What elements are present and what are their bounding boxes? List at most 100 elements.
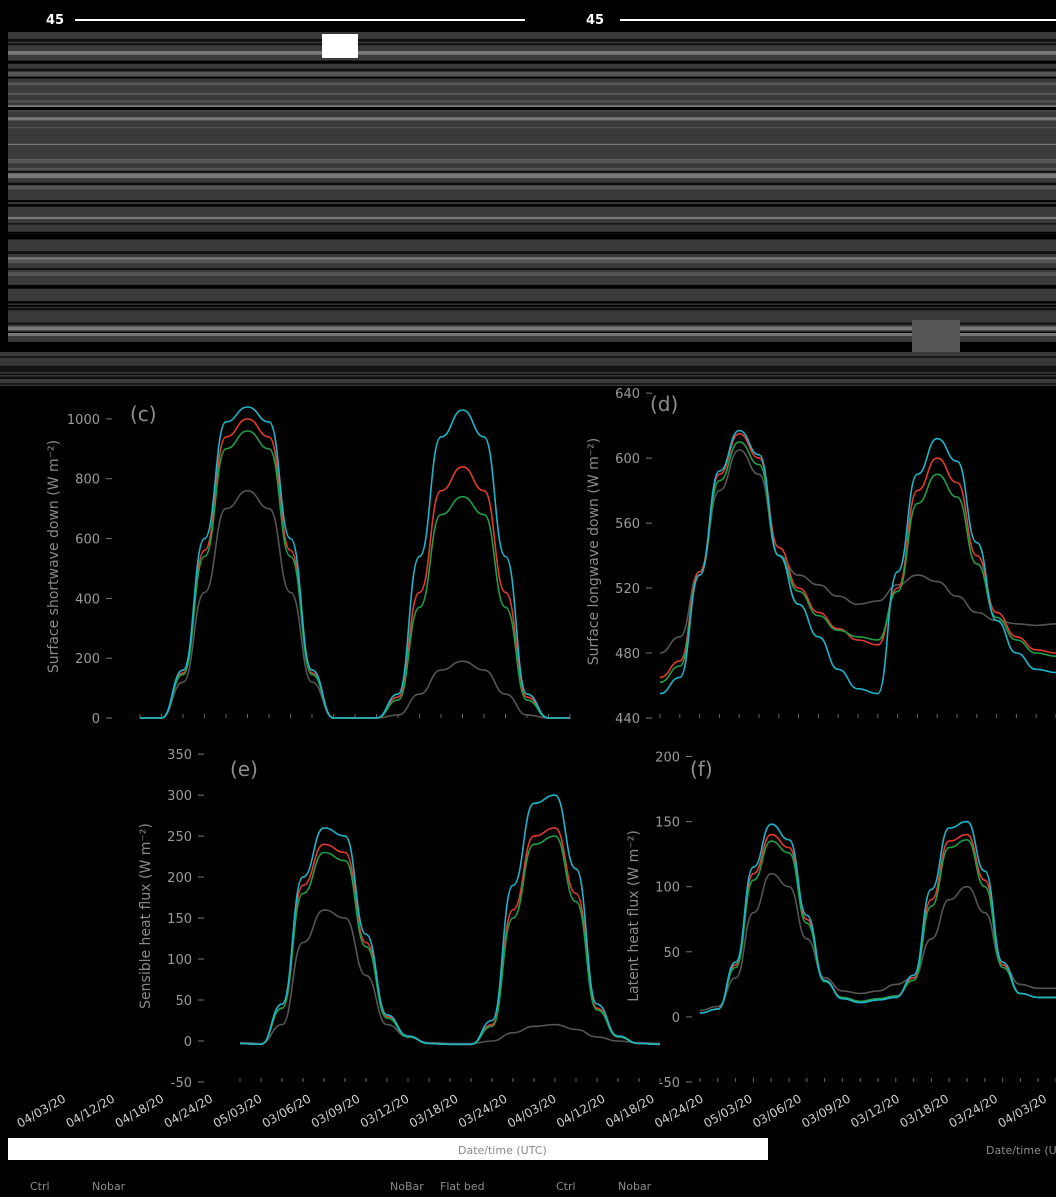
date-tick-label: 03/24/20	[946, 1092, 1000, 1131]
panel-label: (e)	[230, 757, 258, 781]
stripe	[8, 185, 1056, 190]
stripe	[8, 234, 1056, 238]
y-tick-label: 200	[167, 871, 192, 886]
stripe	[0, 369, 1056, 371]
stripe	[8, 51, 1056, 55]
y-tick-label: 100	[167, 953, 192, 968]
top-right-number: 45	[586, 13, 604, 28]
date-tick-label: 04/18/20	[603, 1092, 657, 1131]
date-tick-label: 03/06/20	[260, 1092, 314, 1131]
legend-ctrl-right: Ctrl	[556, 1180, 576, 1193]
y-tick-label: 400	[75, 592, 100, 607]
stripe	[8, 331, 1056, 334]
stripe	[0, 365, 1056, 368]
y-tick-label: 150	[167, 912, 192, 927]
stripe	[8, 100, 1056, 103]
top-band-stripes	[8, 38, 1056, 336]
y-tick-label: 300	[167, 789, 192, 804]
stripe	[8, 267, 1056, 270]
date-tick-label: 04/24/20	[162, 1092, 216, 1131]
y-tick-label: 0	[184, 1035, 192, 1050]
stripe	[8, 72, 1056, 76]
date-tick-label: 03/24/20	[456, 1092, 510, 1131]
date-tick-label: 04/03/20	[15, 1092, 69, 1131]
stripe	[8, 109, 1056, 112]
y-tick-label: 200	[655, 751, 680, 766]
date-tick-label: 03/06/20	[750, 1092, 804, 1131]
stripe	[0, 383, 1056, 385]
date-tick-label: 04/03/20	[505, 1092, 559, 1131]
stripe	[8, 184, 1056, 186]
stripe	[8, 216, 1056, 220]
stripe	[8, 272, 1056, 276]
x-axis-label-left: Date/time (UTC)	[458, 1144, 547, 1157]
series-line	[699, 820, 1056, 1014]
date-tick-label: 03/09/20	[309, 1092, 363, 1131]
y-tick-label: 0	[672, 1011, 680, 1026]
stripe	[8, 127, 1056, 129]
stripe	[8, 260, 1056, 264]
panel-label: (f)	[690, 757, 713, 781]
legend-nobar-left: Nobar	[92, 1180, 126, 1193]
stripe	[8, 285, 1056, 289]
stripe	[8, 233, 1056, 235]
bottom-strip: Date/time (UTC) Date/time (UTC) Ctrl Nob…	[8, 1138, 1056, 1193]
series-line	[140, 406, 570, 719]
stripe	[8, 182, 1056, 184]
panel-e: -50 0 50 100 150 200 250 300 350 (e) Sensible heat…	[138, 748, 661, 1091]
stripe	[0, 373, 1056, 376]
series-line	[659, 432, 1056, 679]
date-tick-label: 03/09/20	[799, 1092, 853, 1131]
stripe	[8, 304, 1056, 307]
y-tick-label: 200	[75, 652, 100, 667]
y-axis-label: Surface longwave down (W m⁻²)	[586, 438, 602, 665]
top-band: 45 45	[0, 0, 1056, 352]
stripe	[8, 92, 1056, 95]
date-tick-label: 05/03/20	[701, 1092, 755, 1131]
panel-d: 440 480 520 560 600 640 (d) Surface longwave do…	[586, 387, 1056, 727]
legend-ctrl-left: Ctrl	[30, 1180, 50, 1193]
top-left-number: 45	[46, 13, 64, 28]
gray-block	[912, 320, 960, 352]
mid-band-stripes	[0, 356, 1056, 385]
stripe	[8, 105, 1056, 107]
date-tick-label: 05/03/20	[211, 1092, 265, 1131]
legend-nobar-right: Nobar	[618, 1180, 652, 1193]
y-tick-label: 100	[655, 881, 680, 896]
y-tick-label: 480	[615, 647, 640, 662]
date-tick-label: 04/12/20	[64, 1092, 118, 1131]
stripe	[0, 367, 1056, 369]
y-tick-label: 150	[655, 816, 680, 831]
series-line	[659, 449, 1056, 654]
stripe	[8, 257, 1056, 260]
stripe	[8, 307, 1056, 311]
stripe	[8, 38, 1056, 42]
y-tick-label: 250	[167, 830, 192, 845]
stripe	[8, 231, 1056, 234]
y-tick-label: 520	[615, 582, 640, 597]
white-block	[322, 34, 358, 58]
series-line	[140, 489, 570, 719]
y-tick-label: 440	[615, 712, 640, 727]
date-tick-label: 03/18/20	[897, 1092, 951, 1131]
bottom-strip-bar	[8, 1138, 768, 1160]
stripe	[8, 117, 1056, 121]
stripe	[0, 356, 1056, 358]
x-axis-label-right: Date/time (UTC)	[986, 1144, 1056, 1157]
stripe	[8, 107, 1056, 111]
stripe	[8, 43, 1056, 46]
panel-f: -50 0 50 100 150 200 (f) Latent heat flux (W m⁻…	[626, 751, 1056, 1091]
y-tick-label: 600	[615, 452, 640, 467]
date-tick-label: 03/18/20	[407, 1092, 461, 1131]
stripe	[0, 376, 1056, 378]
y-tick-label: -50	[659, 1076, 680, 1091]
y-axis-label: Surface shortwave down (W m⁻²)	[46, 440, 62, 673]
legend-flatbed: Flat bed	[440, 1180, 485, 1193]
panel-c: 0 200 400 600 800 1000 (c) Surface shortwave do…	[46, 402, 571, 727]
date-tick-label: 04/18/20	[113, 1092, 167, 1131]
stripe	[0, 377, 1056, 379]
y-tick-label: -50	[171, 1076, 192, 1091]
y-tick-label: 350	[167, 748, 192, 763]
stripe	[8, 251, 1056, 254]
